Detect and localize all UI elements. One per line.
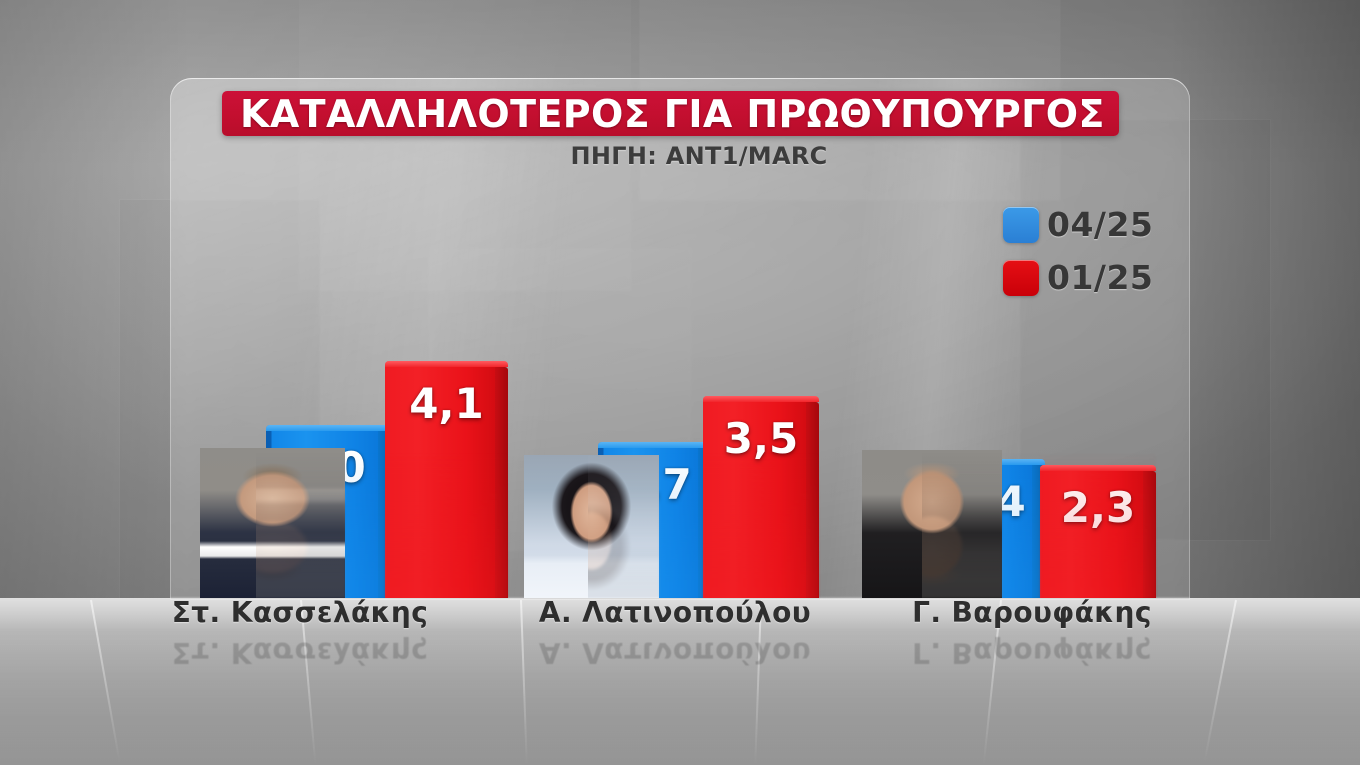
legend-item-0: 04/25: [1003, 205, 1153, 244]
chart-title-banner: ΚΑΤΑΛΛΗΛΟΤΕΡΟΣ ΓΙΑ ΠΡΩΘΥΠΟΥΡΓΟΣ: [222, 91, 1119, 136]
legend-swatch-blue-icon: [1003, 206, 1039, 243]
chart-subtitle: ΠΗΓΗ: ΑΝΤ1/MARC: [570, 142, 828, 170]
page-title: ΚΑΤΑΛΛΗΛΟΤΕΡΟΣ ΓΙΑ ΠΡΩΘΥΠΟΥΡΓΟΣ: [240, 91, 1105, 136]
category-label-reflection-1: Α. Λατινοπούλου: [538, 636, 812, 669]
legend: 04/25 01/25: [1003, 205, 1153, 297]
category-label-reflection-0: Στ. Κασσελάκης: [171, 636, 429, 669]
category-label-1: Α. Λατινοπούλου: [538, 596, 812, 629]
chart-source-line: ΠΗΓΗ: ΑΝΤ1/MARC: [0, 142, 1360, 170]
legend-swatch-red-icon: [1003, 259, 1039, 296]
legend-label-0: 04/25: [1047, 205, 1154, 244]
category-label-0: Στ. Κασσελάκης: [171, 596, 429, 629]
legend-label-1: 01/25: [1047, 258, 1154, 297]
category-label-2: Γ. Βαρουφάκης: [912, 596, 1152, 629]
category-label-reflection-2: Γ. Βαρουφάκης: [912, 636, 1152, 669]
legend-item-1: 01/25: [1003, 258, 1153, 297]
